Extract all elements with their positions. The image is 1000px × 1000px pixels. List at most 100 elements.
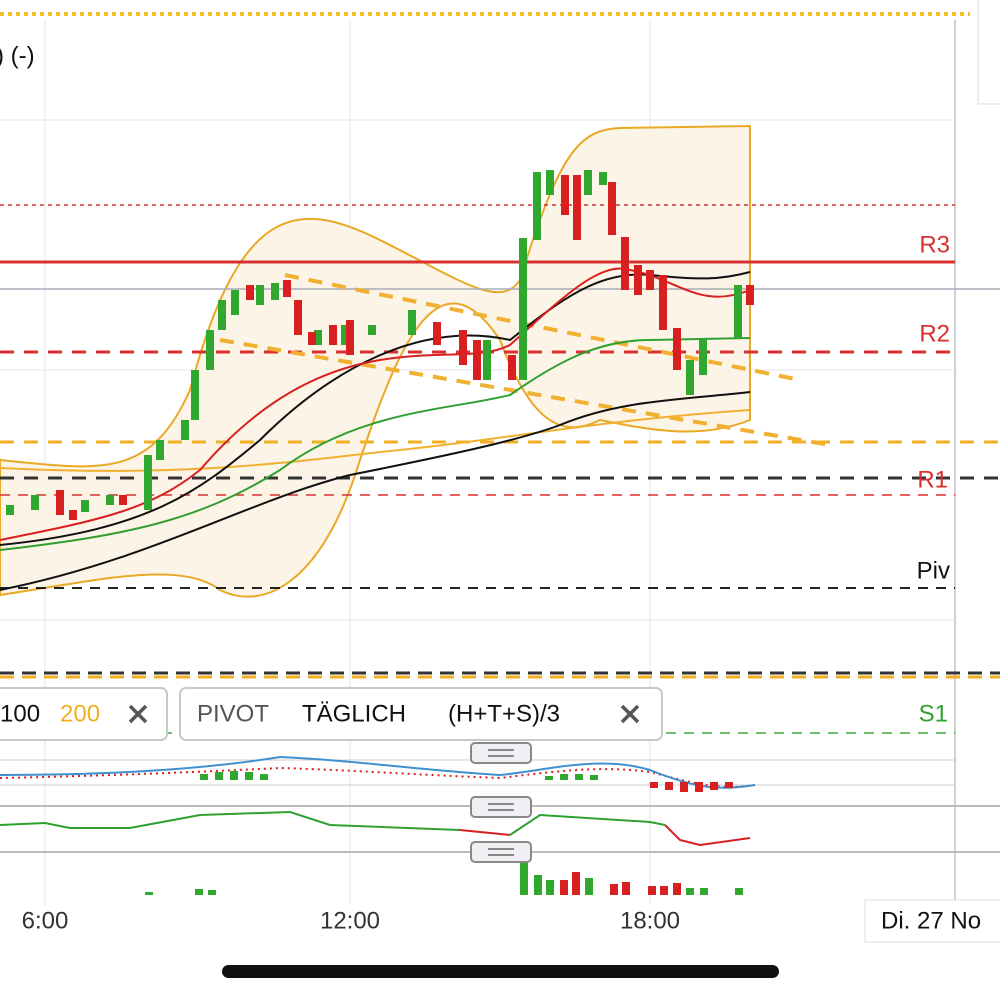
- chart-mark: [545, 776, 553, 780]
- chart-mark: [621, 237, 629, 290]
- legend-item: TÄGLICH: [302, 700, 406, 727]
- chart-mark: [119, 495, 127, 505]
- r1-label: R1: [917, 466, 948, 493]
- chart-mark: [725, 782, 733, 788]
- chart-mark: [519, 238, 527, 380]
- ma-200: [0, 409, 751, 472]
- r2-label: R2: [919, 320, 950, 347]
- ma: [0, 337, 751, 551]
- chart-mark: [200, 771, 598, 780]
- pivot-label: Piv: [917, 557, 950, 584]
- chart-mark: [208, 890, 216, 895]
- chart-mark: [145, 862, 743, 895]
- chart-mark: [686, 360, 694, 395]
- chart-mark: [283, 280, 291, 297]
- chart-mark: [200, 774, 208, 780]
- close-icon[interactable]: [620, 704, 640, 724]
- chart-mark: [686, 888, 694, 895]
- x-tick-label: 18:00: [620, 907, 680, 934]
- chip-box: [0, 687, 168, 741]
- chart-mark: [560, 872, 681, 895]
- chart-mark: [746, 285, 754, 305]
- chart-mark: [608, 182, 616, 235]
- chart-mark: [106, 495, 114, 505]
- chart-mark: [195, 889, 203, 895]
- home-indicator: [222, 965, 779, 978]
- chart-mark: [590, 775, 598, 780]
- chart-title: ) (-): [0, 42, 35, 69]
- chart-mark: [673, 328, 681, 370]
- chart-mark: [734, 285, 742, 338]
- chart-mark: [610, 884, 618, 895]
- chart-mark: [560, 774, 568, 780]
- sub-panels: [0, 742, 1000, 895]
- chart-mark: [181, 420, 189, 440]
- panel-handle[interactable]: [470, 796, 532, 818]
- chart-mark: [245, 772, 253, 780]
- chart-mark: [260, 774, 268, 780]
- chart-mark: [534, 875, 542, 895]
- panel-handle[interactable]: [470, 742, 532, 764]
- chart-mark: [508, 355, 516, 380]
- legend-chip[interactable]: 100 200: [0, 687, 168, 741]
- chart-mark: [488, 803, 514, 811]
- rsi-line: [509, 813, 666, 836]
- chart-mark: [294, 300, 302, 335]
- chart-mark: [572, 872, 580, 895]
- chart-mark: [646, 270, 654, 290]
- chart-mark: [341, 325, 349, 345]
- chart-mark: [473, 340, 481, 380]
- chart-mark: [546, 880, 554, 895]
- chart-mark: [699, 340, 707, 375]
- ma-100: [0, 391, 751, 591]
- chart-mark: [470, 841, 532, 863]
- chart-mark: [31, 495, 39, 510]
- legend-item: 200: [60, 700, 100, 727]
- chart-mark: [256, 285, 264, 305]
- chart-mark: [346, 320, 354, 355]
- s1-label: S1: [919, 700, 948, 727]
- macd-line: [0, 755, 756, 789]
- close-icon[interactable]: [128, 704, 148, 724]
- date-label: Di. 27 No: [881, 907, 981, 934]
- chart-mark: [599, 172, 607, 185]
- chart-mark: [533, 172, 541, 240]
- candles-down: [56, 175, 754, 520]
- chart-mark: [314, 330, 322, 345]
- legend-chip[interactable]: PIVOT TÄGLICH (H+T+S)/3: [179, 687, 663, 741]
- panel-handle[interactable]: [470, 841, 532, 863]
- chart-mark: [218, 300, 226, 330]
- chart-mark: [246, 285, 254, 300]
- chart-mark: [650, 782, 658, 788]
- chart-mark: [659, 275, 667, 330]
- chart-mark: [622, 882, 630, 895]
- chart-mark: [230, 771, 238, 780]
- chart-mark: [206, 330, 214, 370]
- ma: [0, 267, 751, 541]
- chart-mark: [56, 490, 64, 515]
- chart-mark: [368, 325, 376, 335]
- chart-mark: [69, 510, 77, 520]
- chart-mark: [710, 782, 718, 790]
- moving-averages: [0, 267, 751, 591]
- chart-mark: [585, 878, 593, 895]
- chart-mark: [634, 265, 642, 295]
- chart-mark: [520, 862, 528, 895]
- chart-mark: [680, 782, 688, 792]
- legend-item: (H+T+S)/3: [448, 700, 560, 727]
- chart-mark: [573, 175, 581, 240]
- chart-mark: [145, 892, 153, 895]
- chart-mark: [231, 290, 239, 315]
- r3-label: R3: [919, 231, 950, 258]
- chart-mark: [308, 332, 316, 345]
- rsi-line: [664, 824, 751, 847]
- chart-mark: [6, 505, 14, 515]
- chart-mark: [546, 170, 554, 195]
- chart-mark: [470, 742, 532, 764]
- rsi-line: [0, 810, 461, 831]
- chart-mark: [735, 888, 743, 895]
- legend-item: PIVOT: [197, 700, 269, 727]
- chart-mark: [459, 330, 467, 365]
- trend-line: [219, 338, 831, 447]
